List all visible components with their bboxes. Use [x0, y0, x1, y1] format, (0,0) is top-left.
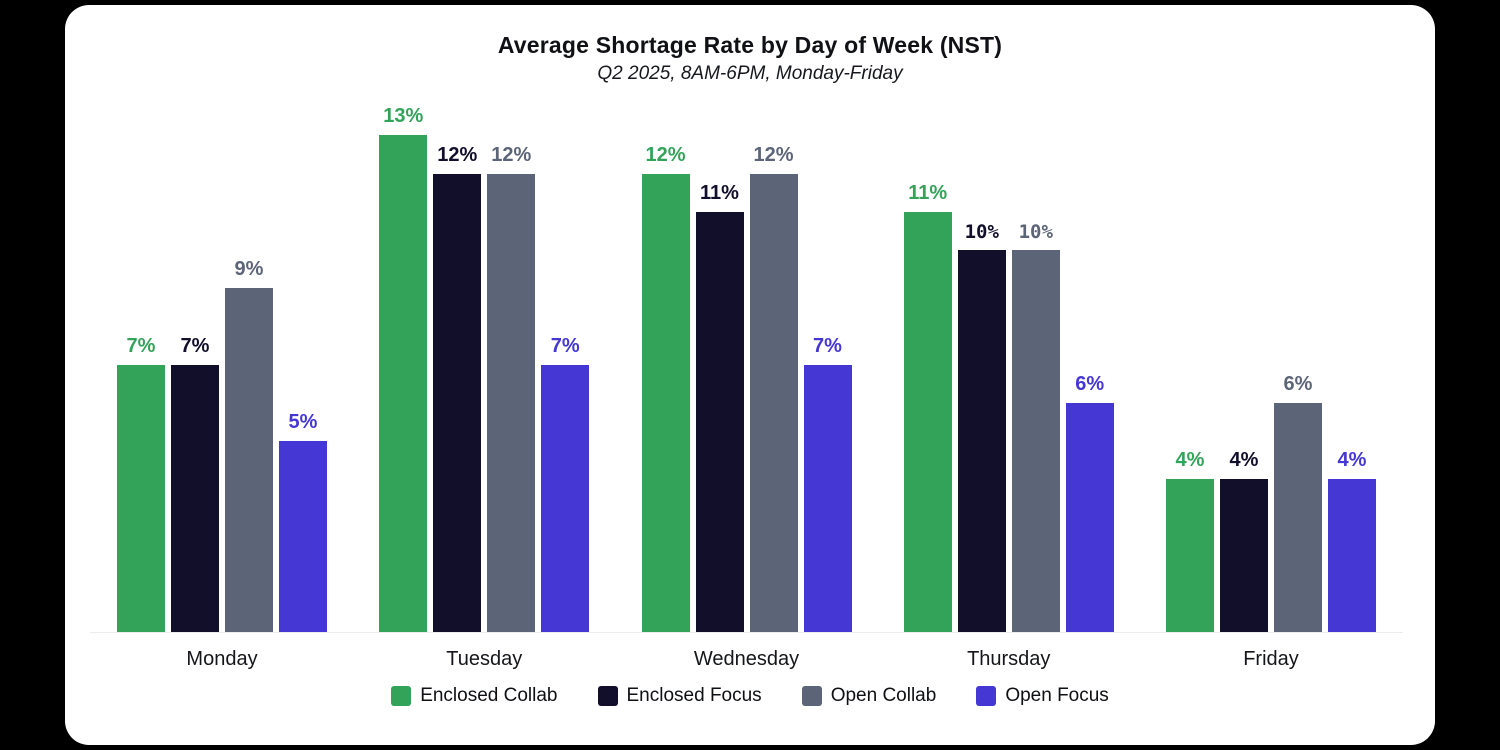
- bar-enclosed-focus-monday: 7%: [171, 335, 219, 632]
- bar-enclosed-focus-tuesday: 12%: [433, 144, 482, 632]
- bar-value-label: 4%: [1337, 449, 1367, 471]
- bar-value-label: 5%: [288, 411, 318, 433]
- legend-item-open-focus: Open Focus: [976, 685, 1109, 707]
- bar-value-label: 13%: [383, 105, 424, 127]
- chart-title: Average Shortage Rate by Day of Week (NS…: [497, 32, 1003, 58]
- bar-value-label: 12%: [645, 144, 686, 166]
- bar-group-wednesday: 12% 11% 12% 7% Wednesday: [641, 109, 852, 671]
- bar-open-collab-thursday: 10%: [1011, 221, 1060, 632]
- bar-value-label: 7%: [813, 335, 842, 357]
- bar-value-label: 7%: [550, 335, 580, 357]
- bar-value-label: 7%: [180, 335, 210, 357]
- x-axis-label-monday: Monday: [186, 648, 258, 670]
- x-axis-label-thursday: Thursday: [967, 648, 1051, 670]
- bar-value-label: 11%: [908, 182, 948, 204]
- bar-enclosed-collab-friday: 4%: [1166, 449, 1214, 632]
- bar-value-label: 12%: [437, 144, 478, 166]
- bar-value-label: 12%: [753, 144, 794, 166]
- bar-open-collab-wednesday: 12%: [749, 144, 798, 632]
- bars-row: 11% 10% 10% 6%: [903, 109, 1114, 632]
- bar-value-label: 9%: [234, 258, 264, 280]
- bar-enclosed-collab-monday: 7%: [117, 335, 165, 632]
- bar-open-focus-tuesday: 7%: [541, 335, 590, 632]
- bars-row: 12% 11% 12% 7%: [641, 109, 852, 632]
- legend-swatch-icon: [391, 686, 412, 706]
- bars-row: 13% 12% 12% 7%: [379, 105, 590, 632]
- bar-open-focus-thursday: 6%: [1065, 373, 1114, 632]
- bar-value-label: 4%: [1175, 449, 1205, 471]
- bar-open-collab-monday: 9%: [225, 258, 273, 632]
- bar-open-collab-tuesday: 12%: [487, 144, 536, 632]
- legend-label: Open Focus: [1005, 685, 1109, 706]
- bar-group-friday: 4% 4% 6% 4% Friday: [1166, 109, 1376, 671]
- x-axis-label-tuesday: Tuesday: [446, 648, 523, 670]
- bar-value-label: 7%: [126, 335, 156, 357]
- legend: Enclosed Collab Enclosed Focus Open Collab…: [65, 685, 1435, 707]
- bar-group-thursday: 11% 10% 10% 6% Thursday: [903, 109, 1114, 671]
- bar-enclosed-collab-tuesday: 13%: [379, 105, 428, 632]
- chart-subtitle: Q2 2025, 8AM-6PM, Monday-Friday: [597, 63, 903, 84]
- legend-item-enclosed-collab: Enclosed Collab: [391, 685, 558, 707]
- legend-swatch-icon: [597, 686, 618, 706]
- bar-open-collab-friday: 6%: [1274, 373, 1322, 632]
- bar-value-label: 4%: [1229, 449, 1259, 471]
- bar-enclosed-focus-wednesday: 11%: [695, 182, 744, 632]
- bar-value-label: 10%: [1018, 221, 1053, 243]
- x-axis-label-wednesday: Wednesday: [693, 648, 800, 670]
- legend-label: Open Collab: [830, 685, 937, 706]
- bar-value-label: 6%: [1075, 373, 1105, 395]
- bar-group-tuesday: 13% 12% 12% 7% Tuesday: [379, 105, 590, 671]
- bar-groups: 7% 7% 9% 5% Monday 13% 12% 12% 7% Tuesday 12% 11% 12…: [90, 105, 1403, 671]
- bar-open-focus-monday: 5%: [279, 411, 327, 632]
- bar-enclosed-focus-thursday: 10%: [957, 221, 1006, 632]
- bar-open-focus-wednesday: 7%: [803, 335, 852, 632]
- bars-row: 7% 7% 9% 5%: [117, 109, 327, 632]
- bar-enclosed-focus-friday: 4%: [1220, 449, 1268, 632]
- bar-value-label: 12%: [491, 144, 532, 166]
- bar-value-label: 10%: [964, 221, 999, 243]
- bar-enclosed-collab-thursday: 11%: [903, 182, 952, 632]
- bars-row: 4% 4% 6% 4%: [1166, 109, 1376, 632]
- legend-label: Enclosed Focus: [626, 685, 762, 706]
- legend-swatch-icon: [976, 686, 997, 706]
- bar-enclosed-collab-wednesday: 12%: [641, 144, 690, 632]
- bar-value-label: 6%: [1283, 373, 1313, 395]
- legend-label: Enclosed Collab: [420, 685, 558, 706]
- chart-card: Average Shortage Rate by Day of Week (NS…: [65, 5, 1435, 745]
- legend-item-enclosed-focus: Enclosed Focus: [597, 685, 762, 707]
- bar-open-focus-friday: 4%: [1328, 449, 1376, 632]
- plot-area: 7% 7% 9% 5% Monday 13% 12% 12% 7% Tuesday 12% 11% 12…: [90, 105, 1403, 671]
- bar-group-monday: 7% 7% 9% 5% Monday: [117, 109, 327, 671]
- x-axis-label-friday: Friday: [1243, 648, 1299, 670]
- bar-value-label: 11%: [700, 182, 739, 204]
- x-axis-line: [90, 632, 1403, 633]
- legend-swatch-icon: [801, 686, 822, 706]
- legend-item-open-collab: Open Collab: [801, 685, 937, 707]
